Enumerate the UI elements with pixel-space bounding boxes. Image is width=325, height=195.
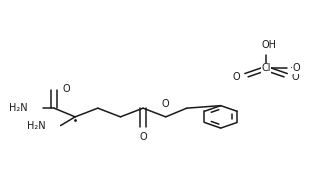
Text: O: O (162, 99, 170, 109)
Text: Cl: Cl (261, 63, 271, 74)
Text: H₂N: H₂N (9, 103, 28, 113)
Text: H₂N: H₂N (27, 121, 46, 131)
Text: O: O (62, 84, 70, 94)
Text: O: O (139, 132, 147, 142)
Text: O: O (292, 72, 299, 82)
Text: OH: OH (261, 40, 276, 50)
Text: O: O (233, 72, 240, 82)
Text: ·O: ·O (290, 63, 301, 74)
